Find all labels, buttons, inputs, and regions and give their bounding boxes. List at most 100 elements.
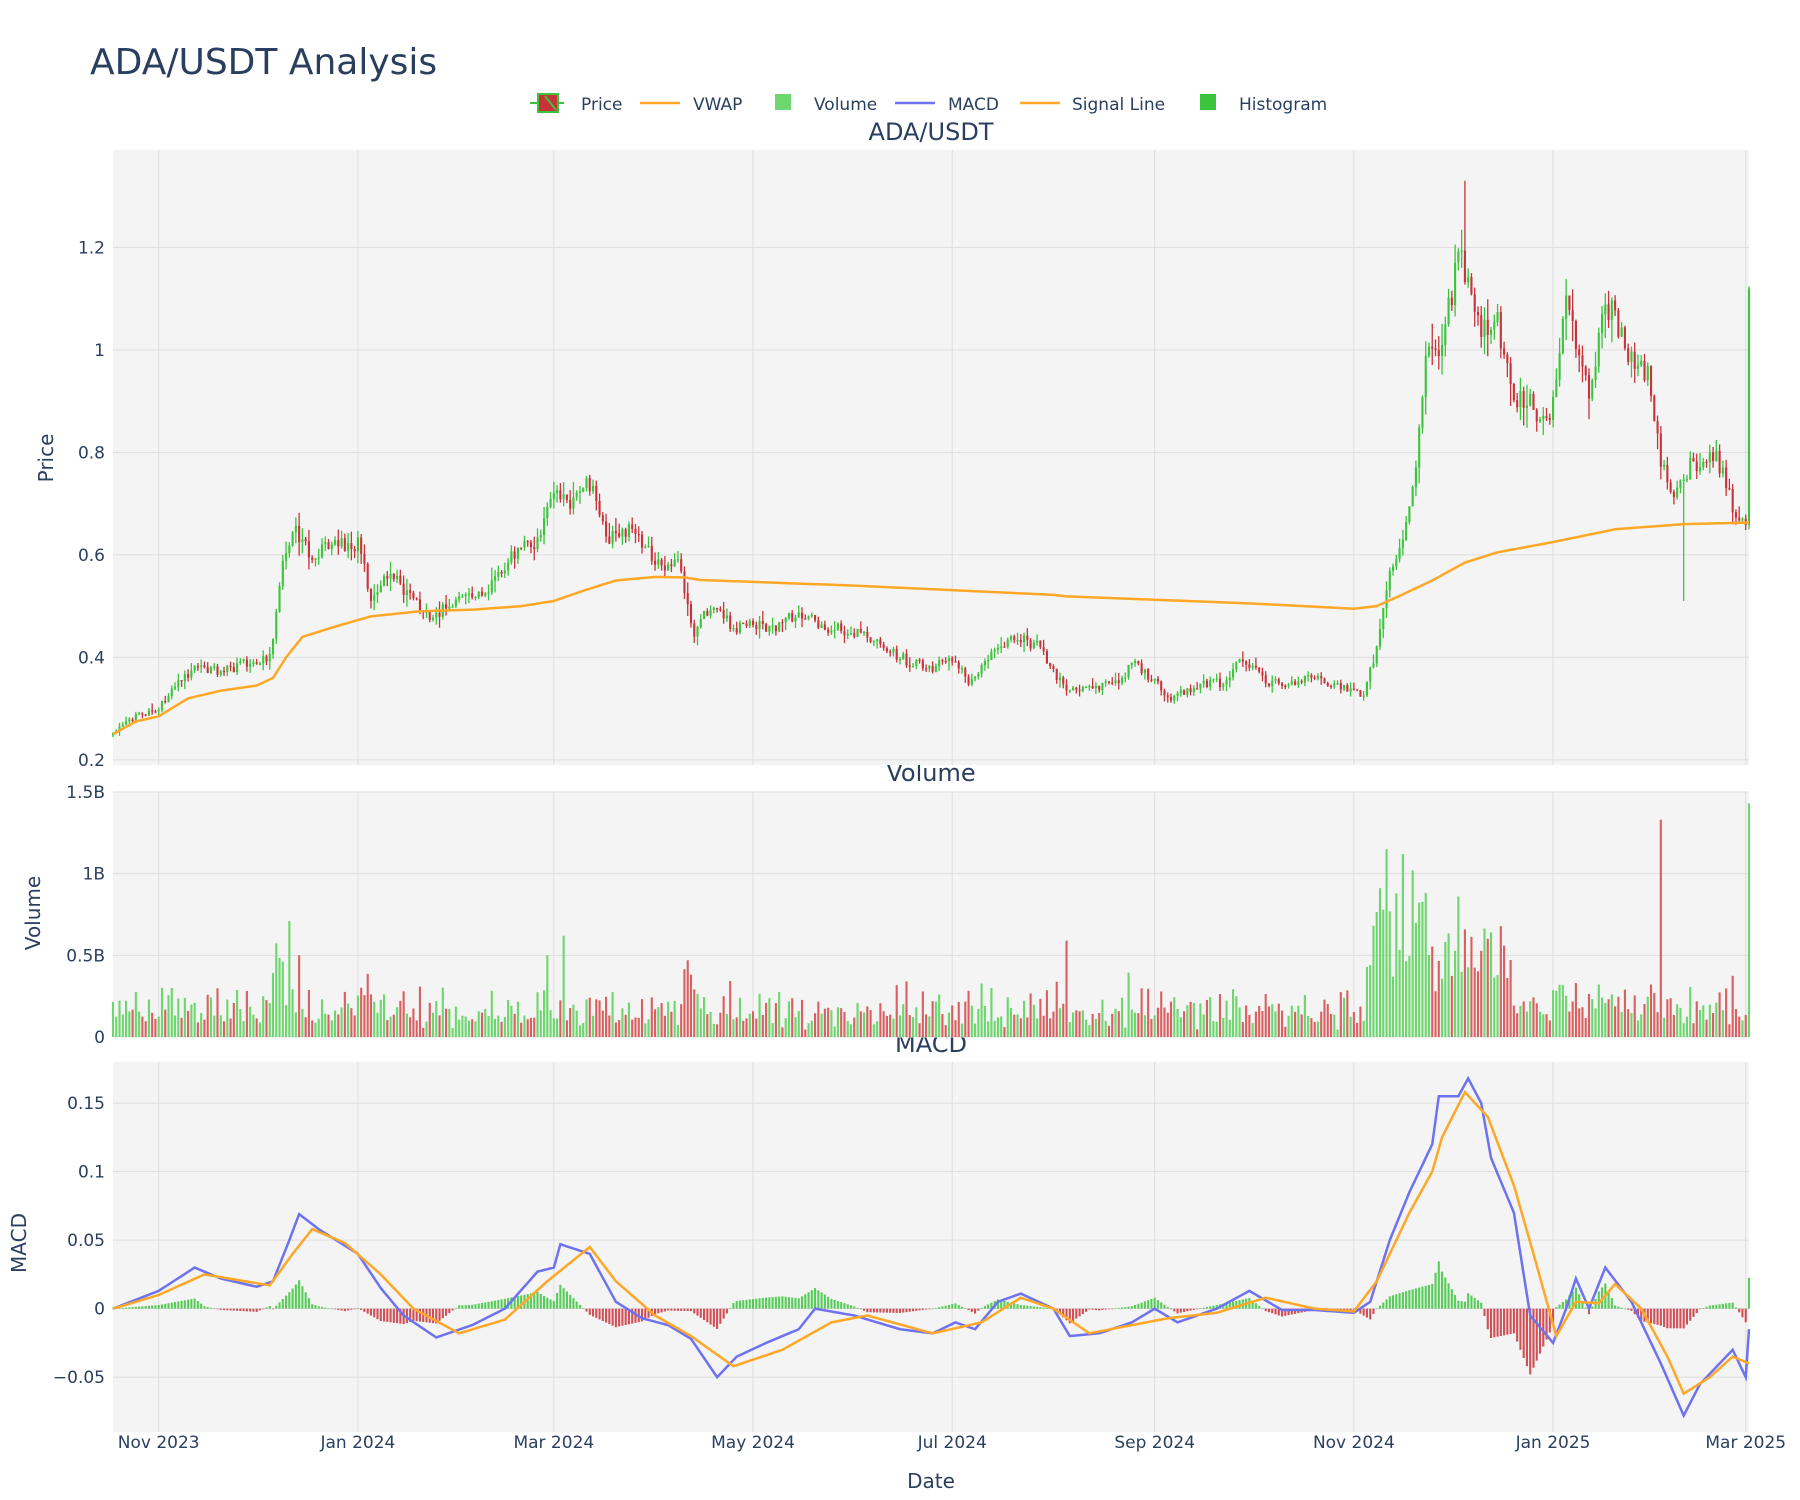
histogram-bar[interactable] bbox=[1738, 1308, 1741, 1313]
histogram-bar[interactable] bbox=[200, 1303, 203, 1309]
volume-bar[interactable] bbox=[409, 1017, 412, 1037]
histogram-bar[interactable] bbox=[1734, 1307, 1737, 1309]
candle-body[interactable] bbox=[624, 529, 627, 537]
volume-bar[interactable] bbox=[1584, 1017, 1587, 1037]
candle-body[interactable] bbox=[742, 622, 745, 624]
volume-bar[interactable] bbox=[1529, 1001, 1532, 1037]
histogram-bar[interactable] bbox=[970, 1308, 973, 1312]
candle-body[interactable] bbox=[396, 575, 399, 580]
histogram-bar[interactable] bbox=[938, 1307, 941, 1309]
histogram-bar[interactable] bbox=[1395, 1294, 1398, 1309]
candle-body[interactable] bbox=[1098, 685, 1101, 691]
volume-bar[interactable] bbox=[1062, 1003, 1065, 1037]
histogram-bar[interactable] bbox=[1228, 1302, 1231, 1309]
histogram-bar[interactable] bbox=[451, 1308, 454, 1311]
volume-bar[interactable] bbox=[987, 1021, 990, 1037]
histogram-bar[interactable] bbox=[1375, 1308, 1378, 1310]
histogram-bar[interactable] bbox=[1535, 1308, 1538, 1361]
volume-bar[interactable] bbox=[402, 991, 405, 1037]
candle-body[interactable] bbox=[1545, 415, 1548, 419]
volume-bar[interactable] bbox=[510, 1005, 513, 1037]
volume-bar[interactable] bbox=[1418, 902, 1421, 1037]
volume-bar[interactable] bbox=[337, 1014, 340, 1037]
candle-body[interactable] bbox=[298, 526, 301, 543]
volume-bar[interactable] bbox=[1532, 997, 1535, 1037]
histogram-bar[interactable] bbox=[1555, 1307, 1558, 1309]
candle-body[interactable] bbox=[1405, 522, 1408, 540]
volume-bar[interactable] bbox=[1427, 954, 1431, 1037]
volume-bar[interactable] bbox=[925, 1014, 928, 1037]
volume-bar[interactable] bbox=[1254, 1011, 1257, 1037]
volume-bar[interactable] bbox=[1548, 1020, 1551, 1037]
histogram-bar[interactable] bbox=[265, 1307, 268, 1309]
histogram-bar[interactable] bbox=[954, 1303, 957, 1309]
candle-body[interactable] bbox=[1734, 512, 1737, 518]
volume-bar[interactable] bbox=[1009, 1007, 1013, 1037]
volume-bar[interactable] bbox=[859, 1011, 862, 1037]
volume-bar[interactable] bbox=[1339, 992, 1342, 1037]
histogram-bar[interactable] bbox=[1483, 1308, 1486, 1316]
histogram-bar[interactable] bbox=[902, 1308, 905, 1313]
volume-bar[interactable] bbox=[1251, 1023, 1254, 1037]
candle-body[interactable] bbox=[461, 596, 464, 598]
candle-body[interactable] bbox=[1153, 678, 1156, 681]
candle-body[interactable] bbox=[147, 710, 150, 716]
volume-bar[interactable] bbox=[1094, 1018, 1097, 1037]
candle-body[interactable] bbox=[213, 666, 216, 668]
histogram-bar[interactable] bbox=[572, 1298, 575, 1309]
histogram-bar[interactable] bbox=[1653, 1308, 1656, 1325]
volume-bar[interactable] bbox=[676, 1024, 679, 1037]
volume-bar[interactable] bbox=[1493, 977, 1496, 1037]
histogram-bar[interactable] bbox=[778, 1296, 781, 1309]
candle-body[interactable] bbox=[807, 616, 810, 619]
histogram-bar[interactable] bbox=[369, 1308, 373, 1316]
volume-bar[interactable] bbox=[167, 995, 170, 1037]
volume-bar[interactable] bbox=[1388, 911, 1391, 1037]
histogram-bar[interactable] bbox=[1091, 1308, 1094, 1310]
candle-body[interactable] bbox=[1535, 409, 1538, 422]
candle-body[interactable] bbox=[402, 583, 405, 596]
candle-body[interactable] bbox=[216, 666, 219, 675]
volume-bar[interactable] bbox=[1346, 990, 1349, 1037]
volume-bar[interactable] bbox=[1614, 1006, 1617, 1037]
volume-bar[interactable] bbox=[951, 1005, 954, 1037]
candle-body[interactable] bbox=[1685, 479, 1689, 481]
candle-body[interactable] bbox=[226, 665, 229, 673]
volume-bar[interactable] bbox=[526, 1019, 529, 1037]
volume-bar[interactable] bbox=[598, 1000, 601, 1037]
volume-bar[interactable] bbox=[1663, 1017, 1666, 1037]
histogram-bar[interactable] bbox=[582, 1308, 585, 1309]
volume-bar[interactable] bbox=[288, 921, 291, 1037]
volume-bar[interactable] bbox=[1104, 1020, 1107, 1037]
volume-bar[interactable] bbox=[627, 1002, 631, 1037]
volume-bar[interactable] bbox=[474, 1021, 477, 1037]
histogram-bar[interactable] bbox=[441, 1308, 444, 1319]
candle-body[interactable] bbox=[1173, 695, 1176, 701]
histogram-bar[interactable] bbox=[1457, 1300, 1460, 1309]
histogram-bar[interactable] bbox=[144, 1306, 147, 1309]
volume-bar[interactable] bbox=[1522, 1001, 1525, 1037]
candle-body[interactable] bbox=[1392, 566, 1395, 571]
volume-bar[interactable] bbox=[814, 1013, 817, 1037]
volume-bar[interactable] bbox=[810, 1020, 813, 1037]
histogram-bar[interactable] bbox=[820, 1292, 823, 1309]
histogram-bar[interactable] bbox=[1284, 1308, 1287, 1316]
candle-body[interactable] bbox=[1094, 685, 1097, 689]
volume-bar[interactable] bbox=[1473, 967, 1476, 1037]
volume-bar[interactable] bbox=[1408, 956, 1411, 1037]
histogram-bar[interactable] bbox=[598, 1308, 601, 1320]
candle-body[interactable] bbox=[931, 666, 934, 672]
volume-bar[interactable] bbox=[1431, 946, 1434, 1037]
histogram-bar[interactable] bbox=[758, 1298, 761, 1309]
volume-bar[interactable] bbox=[1065, 940, 1068, 1037]
histogram-bar[interactable] bbox=[164, 1303, 167, 1309]
volume-bar[interactable] bbox=[392, 1014, 395, 1037]
candle-body[interactable] bbox=[898, 659, 902, 661]
histogram-bar[interactable] bbox=[412, 1308, 415, 1321]
volume-bar[interactable] bbox=[255, 1018, 258, 1037]
candle-body[interactable] bbox=[1238, 659, 1241, 662]
histogram-bar[interactable] bbox=[134, 1306, 137, 1309]
candle-body[interactable] bbox=[1529, 393, 1532, 406]
candle-body[interactable] bbox=[1467, 277, 1470, 283]
volume-bar[interactable] bbox=[578, 1025, 582, 1037]
